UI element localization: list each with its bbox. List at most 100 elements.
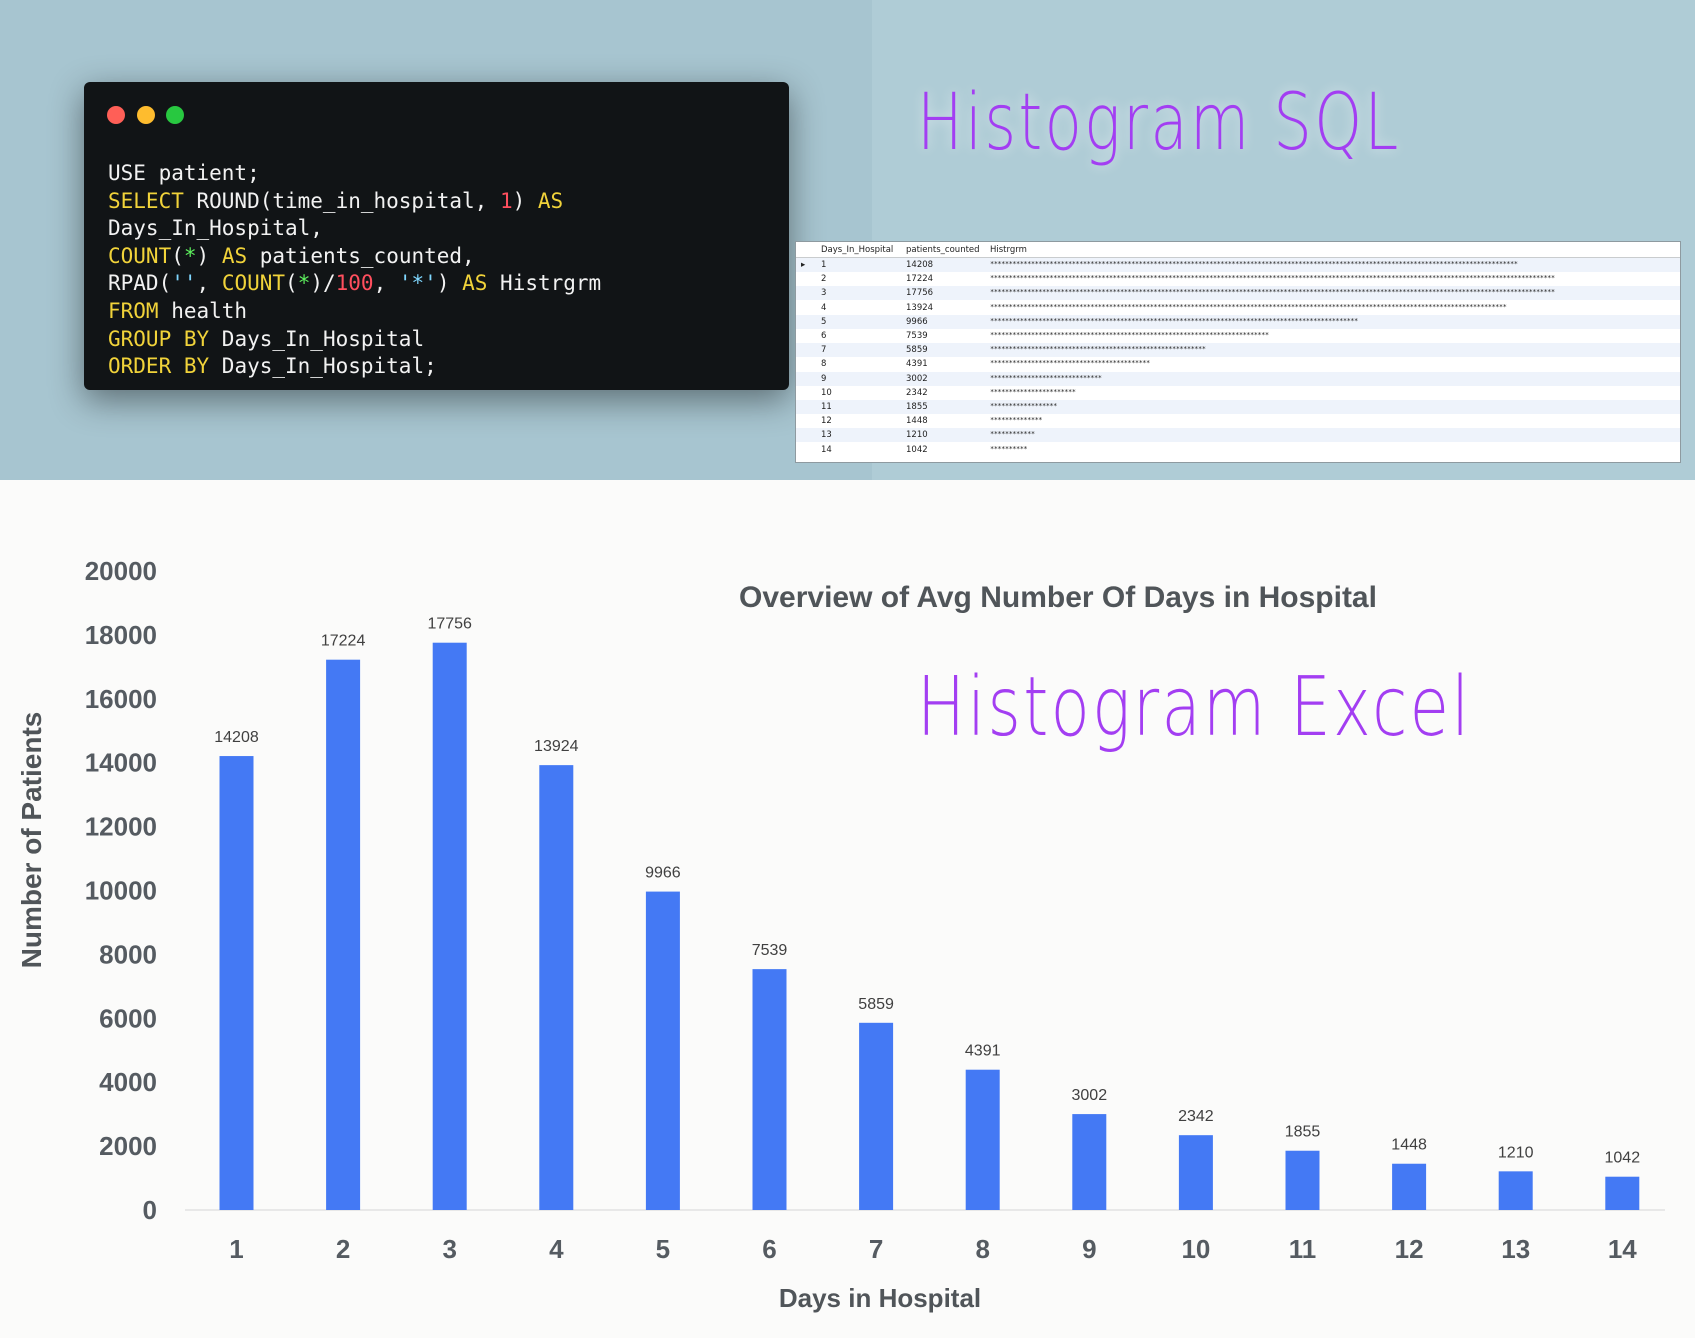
cell-histrgrm: ****************************** (990, 373, 1102, 382)
data-label: 17756 (427, 616, 472, 633)
data-label: 1210 (1498, 1144, 1534, 1161)
table-row[interactable]: 10 2342 *********************** (796, 386, 1680, 400)
y-tick-label: 4000 (99, 1067, 157, 1097)
code-token: Days_In_Hospital; (209, 354, 437, 379)
cell-patients: 14208 (906, 260, 934, 270)
cell-patients: 5859 (906, 345, 928, 356)
table-row[interactable]: 6 7539 ***********************************… (796, 329, 1680, 343)
sql-code-block: USE patient; SELECT ROUND(time_in_hospit… (108, 160, 601, 381)
cell-days: 14 (821, 444, 832, 455)
cell-days: 2 (821, 274, 827, 285)
bar (752, 969, 787, 1210)
table-row[interactable]: ▸ 1 14208 *********************************… (796, 258, 1680, 272)
code-token: ) (436, 271, 463, 296)
cell-patients: 7539 (906, 331, 928, 341)
bar (539, 765, 574, 1210)
bar (219, 756, 254, 1210)
y-tick-label: 18000 (85, 620, 157, 650)
cell-patients: 1448 (906, 416, 928, 427)
maximize-dot-icon[interactable] (166, 106, 184, 124)
code-token: ) (512, 188, 538, 213)
cell-patients: 9966 (906, 316, 928, 327)
cell-days: 9 (821, 373, 827, 384)
data-label: 14208 (214, 729, 259, 746)
column-header-patients[interactable]: patients_counted (906, 245, 980, 255)
table-row[interactable]: 7 5859 ***********************************… (796, 343, 1680, 358)
column-header-days[interactable]: Days_In_Hospital (821, 245, 894, 255)
bar (1072, 1114, 1107, 1210)
bar (1605, 1176, 1640, 1210)
data-label: 1855 (1285, 1124, 1321, 1141)
cell-patients: 3002 (906, 373, 928, 384)
sql-result-grid: Days_In_Hospital patients_counted Histrg… (795, 241, 1681, 463)
cell-histrgrm: ****************************************… (990, 302, 1507, 311)
cell-days: 4 (821, 302, 827, 313)
x-tick-label: 11 (1289, 1234, 1317, 1264)
code-token: , (373, 271, 399, 296)
code-token: health (158, 298, 248, 323)
code-token: patients_counted, (247, 243, 475, 268)
code-token: RPAD( (108, 271, 172, 296)
bar (1178, 1135, 1213, 1210)
bar-chart: 0 2000 4000 6000 8000 10000 12000 14000 16000 180… (16, 556, 1665, 1313)
table-row[interactable]: 4 13924 **********************************… (796, 301, 1680, 315)
x-tick-label: 1 (229, 1234, 243, 1264)
y-tick-label: 12000 (85, 812, 157, 842)
cell-histrgrm: ****************************************… (990, 288, 1555, 297)
bar (326, 659, 361, 1210)
y-tick-label: 14000 (85, 748, 157, 778)
code-token: ( (171, 243, 184, 268)
code-token: )/ (310, 271, 336, 296)
table-row[interactable]: 5 9966 ***********************************… (796, 314, 1680, 329)
column-header-histrgrm[interactable]: Histrgrm (990, 245, 1027, 255)
data-label: 1042 (1605, 1150, 1641, 1167)
data-label: 17224 (321, 633, 366, 650)
cell-histrgrm: ****************************************… (990, 316, 1358, 325)
cell-histrgrm: ****************************************… (990, 345, 1206, 354)
code-token: Days_In_Hospital (209, 326, 425, 351)
cell-patients: 2342 (906, 387, 928, 398)
table-row[interactable]: 2 17224 **********************************… (796, 272, 1680, 286)
data-label: 3002 (1072, 1087, 1108, 1104)
bar (1498, 1171, 1533, 1210)
table-row[interactable]: 13 1210 ************ (796, 428, 1680, 443)
y-tick-label: 20000 (85, 556, 157, 586)
table-row[interactable]: 12 1448 ************** (796, 414, 1680, 428)
cell-histrgrm: ************** (990, 416, 1043, 425)
cell-patients: 13924 (906, 302, 934, 313)
code-token: * (297, 271, 311, 296)
minimize-dot-icon[interactable] (137, 106, 155, 124)
code-token: * (183, 243, 197, 268)
cell-days: 13 (821, 430, 832, 441)
cell-histrgrm: ****************************************… (990, 359, 1150, 368)
cell-days: 8 (821, 359, 827, 370)
x-tick-label: 3 (442, 1234, 456, 1264)
data-label: 7539 (752, 942, 788, 959)
bar (645, 891, 680, 1210)
x-tick-label: 4 (549, 1234, 564, 1264)
bar (965, 1069, 1000, 1210)
cell-histrgrm: *********************** (990, 387, 1076, 396)
table-row[interactable]: 3 17756 **********************************… (796, 286, 1680, 301)
cell-patients: 1042 (906, 444, 928, 455)
code-token: 100 (335, 271, 374, 296)
code-token: ) (196, 243, 222, 268)
table-row[interactable]: 14 1042 ********** (796, 443, 1680, 457)
code-token: USE patient; (108, 161, 260, 185)
close-dot-icon[interactable] (107, 106, 125, 124)
table-row[interactable]: 8 4391 ***********************************… (796, 357, 1680, 371)
table-row[interactable]: 11 1855 ****************** (796, 400, 1680, 414)
code-token: ORDER BY (108, 354, 210, 379)
table-row[interactable]: 9 3002 ****************************** (796, 371, 1680, 386)
y-tick-label: 0 (143, 1195, 157, 1225)
x-tick-label: 13 (1501, 1234, 1530, 1264)
code-token: FROM (108, 298, 159, 323)
code-token: AS (462, 271, 488, 296)
cell-histrgrm: ****************************************… (990, 260, 1518, 268)
cell-days: 6 (821, 331, 827, 341)
histogram-excel-heading: Histogram Excel (917, 660, 1472, 755)
x-tick-label: 9 (1082, 1234, 1096, 1264)
x-tick-label: 12 (1395, 1234, 1424, 1264)
cell-patients: 17224 (906, 274, 934, 285)
x-axis-title: Days in Hospital (779, 1283, 981, 1313)
